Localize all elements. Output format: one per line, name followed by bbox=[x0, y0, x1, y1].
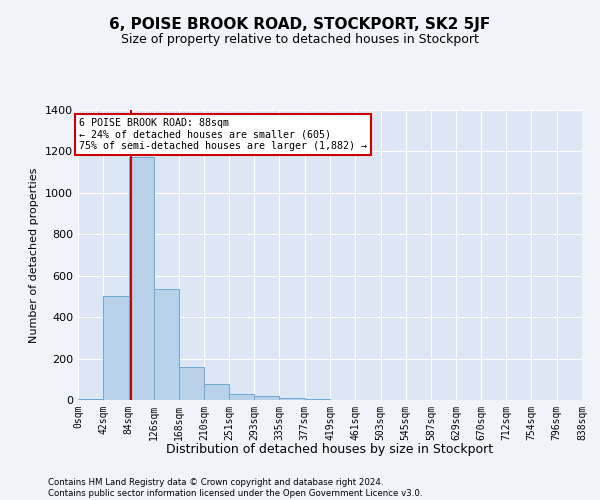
Bar bbox=[128, 156, 154, 400]
Bar bbox=[78, 399, 103, 400]
Text: 6, POISE BROOK ROAD, STOCKPORT, SK2 5JF: 6, POISE BROOK ROAD, STOCKPORT, SK2 5JF bbox=[109, 18, 491, 32]
Bar bbox=[154, 289, 179, 400]
X-axis label: Distribution of detached houses by size in Stockport: Distribution of detached houses by size … bbox=[166, 443, 494, 456]
Bar bbox=[305, 399, 330, 400]
Bar bbox=[254, 396, 280, 400]
Text: 6 POISE BROOK ROAD: 88sqm
← 24% of detached houses are smaller (605)
75% of semi: 6 POISE BROOK ROAD: 88sqm ← 24% of detac… bbox=[79, 118, 367, 152]
Bar bbox=[205, 384, 229, 400]
Text: Size of property relative to detached houses in Stockport: Size of property relative to detached ho… bbox=[121, 32, 479, 46]
Text: Contains HM Land Registry data © Crown copyright and database right 2024.
Contai: Contains HM Land Registry data © Crown c… bbox=[48, 478, 422, 498]
Bar bbox=[179, 367, 205, 400]
Y-axis label: Number of detached properties: Number of detached properties bbox=[29, 168, 40, 342]
Bar bbox=[229, 394, 254, 400]
Bar bbox=[280, 398, 305, 400]
Bar bbox=[103, 296, 128, 400]
